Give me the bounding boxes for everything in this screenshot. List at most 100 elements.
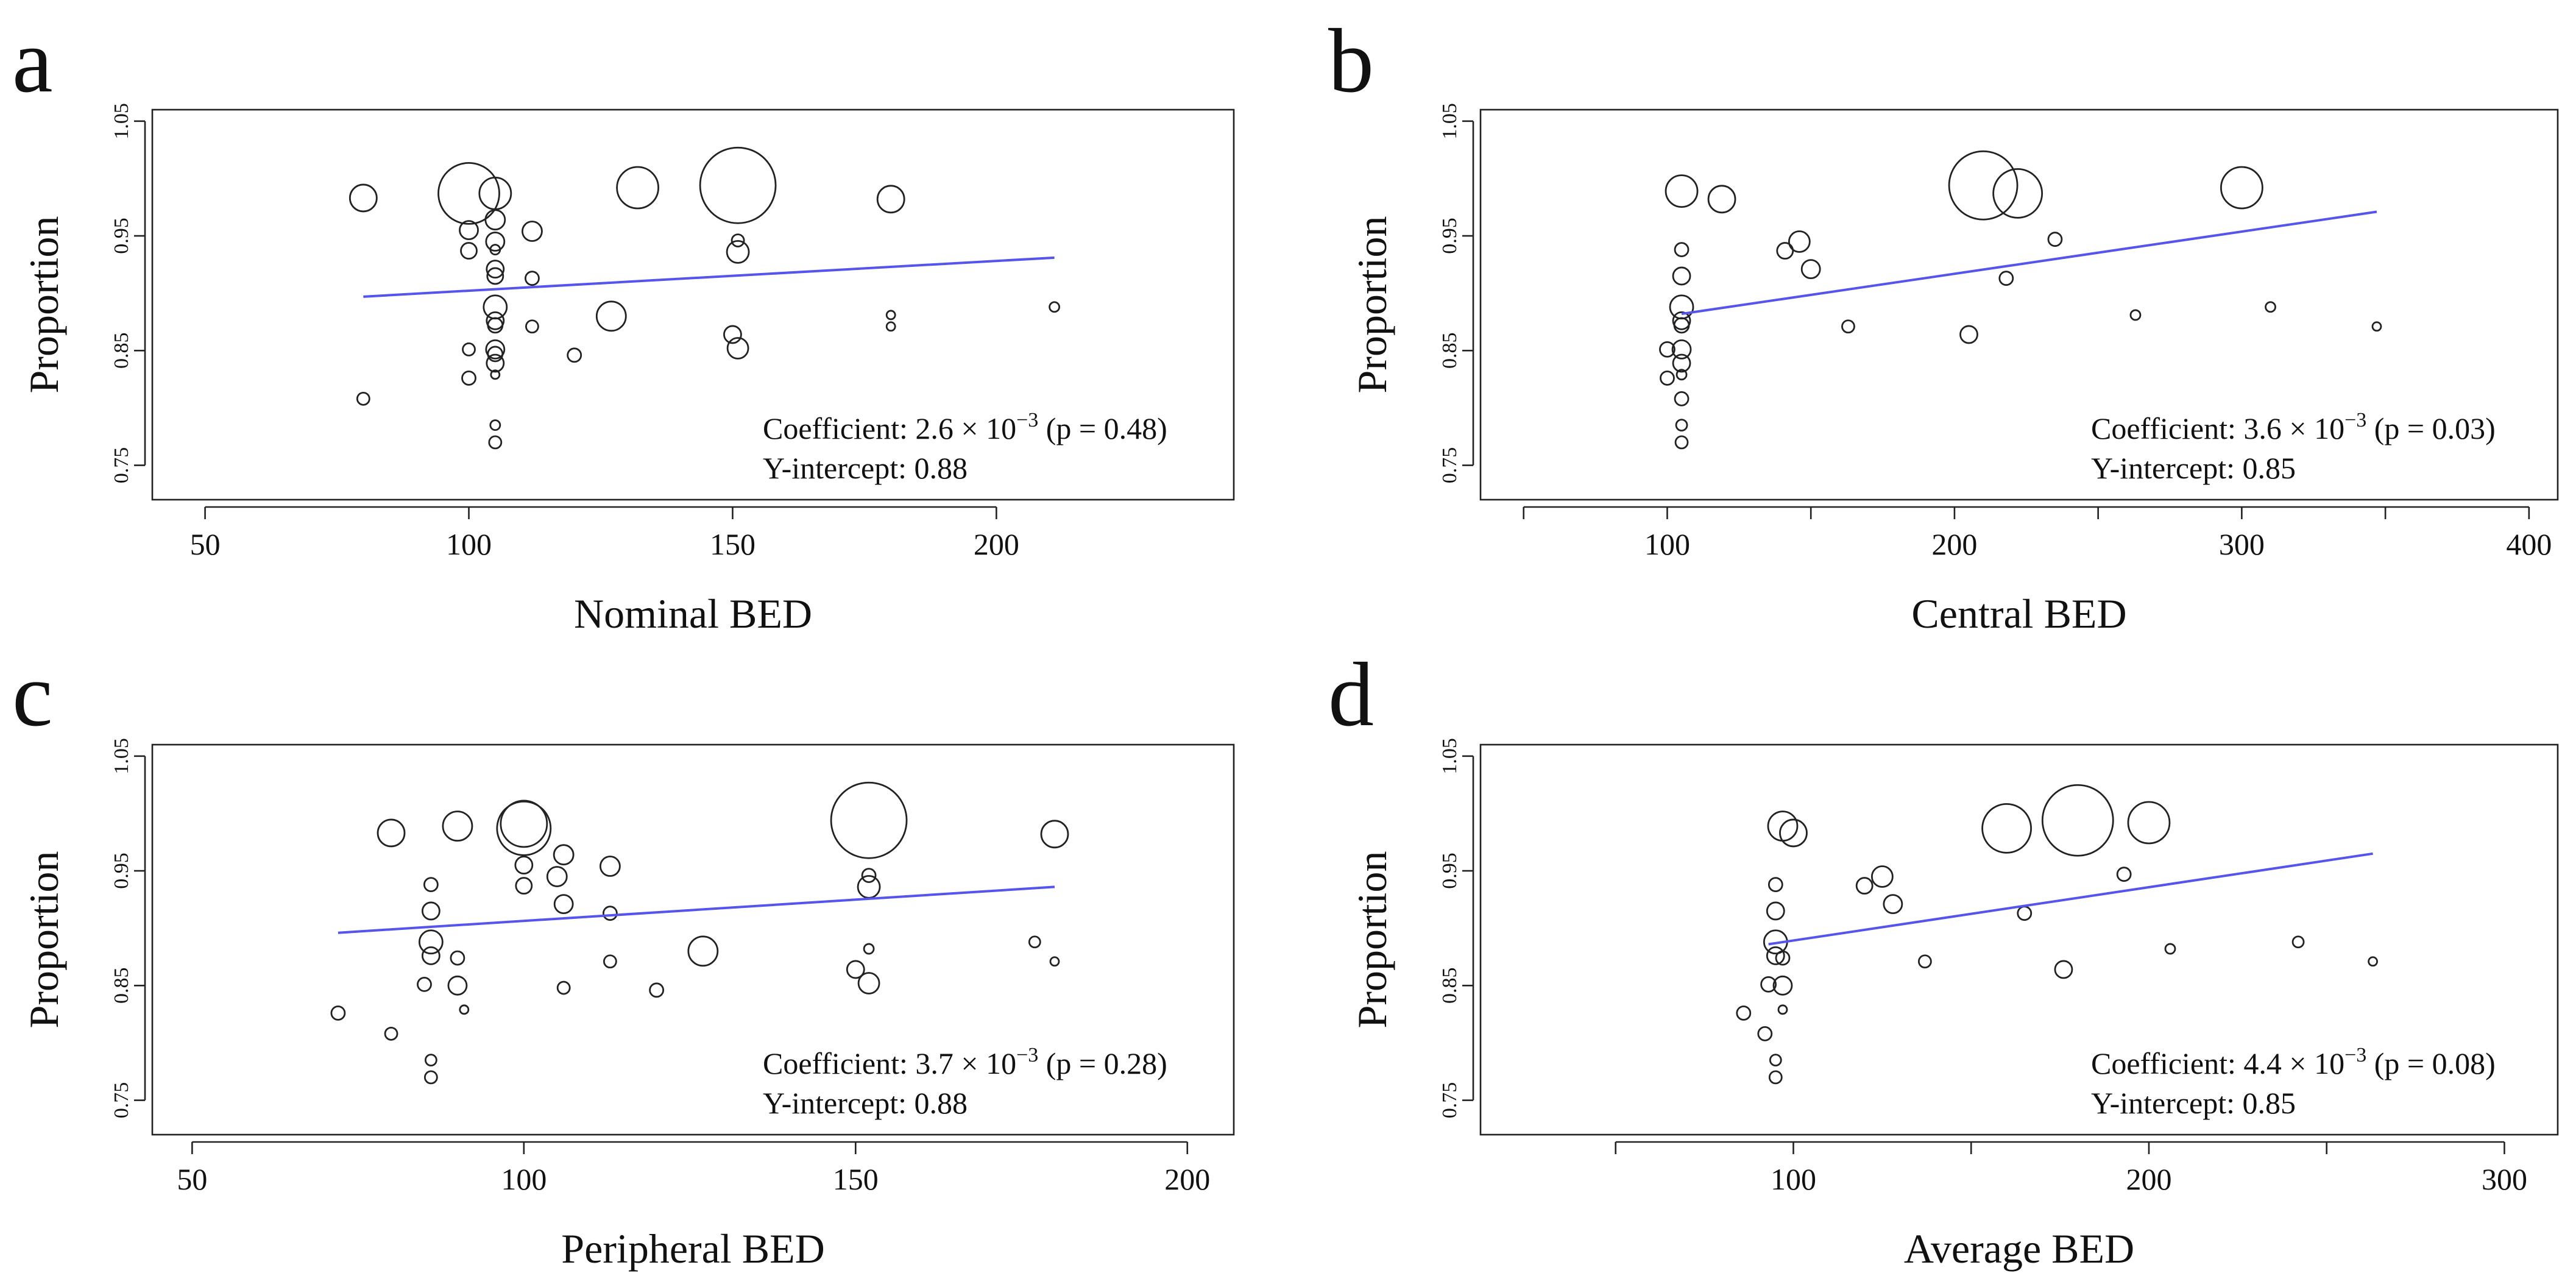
y-tick-label: 0.85 (1438, 333, 1461, 369)
x-axis-label: Nominal BED (574, 590, 812, 637)
data-point (418, 929, 444, 955)
panel-letter: b (1328, 10, 1374, 112)
panel-c: c 50 100 150 200 0.75 0.85 0.95 1.05 Peripheral B… (12, 644, 1235, 1272)
data-point (1772, 975, 1793, 996)
data-point (1665, 174, 1699, 208)
data-point (447, 975, 468, 996)
data-point (699, 146, 777, 224)
data-point (1760, 976, 1777, 993)
data-point (2054, 960, 2073, 979)
plot-frame (151, 743, 1235, 1136)
data-point (857, 875, 881, 899)
data-point (1028, 935, 1041, 949)
data-point (863, 943, 875, 955)
x-tick-label: 100 (446, 527, 492, 561)
data-point (1788, 230, 1811, 253)
data-point (846, 960, 865, 979)
data-point (1660, 370, 1675, 386)
data-point (450, 950, 465, 966)
data-point (437, 162, 500, 225)
coefficient-exponent: −3 (2344, 1044, 2366, 1066)
coefficient-pvalue: (p = 0.28) (1038, 1046, 1167, 1080)
data-point (483, 294, 508, 320)
intercept-annotation: Y-intercept: 0.88 (763, 451, 968, 485)
data-point (384, 1026, 398, 1041)
x-tick-label: 100 (1644, 527, 1690, 561)
coefficient-annotation: Coefficient: 4.4 × 10−3 (p = 0.08) (2091, 1044, 2496, 1080)
data-point (2017, 906, 2033, 921)
data-point (2129, 309, 2142, 321)
regression-line (1768, 852, 2373, 946)
data-point (2041, 784, 2114, 857)
y-tick-label: 0.75 (1438, 447, 1461, 484)
y-tick-label: 0.75 (110, 447, 133, 484)
y-tick-label: 0.95 (110, 853, 133, 889)
data-point (486, 260, 505, 279)
x-tick-label: 200 (2126, 1162, 2171, 1196)
y-tick-label: 0.95 (1438, 853, 1461, 889)
data-point (417, 977, 432, 992)
data-point (2127, 801, 2171, 845)
y-tick-label: 0.85 (1438, 968, 1461, 1004)
data-point (487, 346, 504, 363)
data-point (515, 877, 533, 895)
regression-line (363, 256, 1055, 298)
data-point (876, 185, 905, 214)
data-point (486, 353, 505, 373)
data-point (488, 435, 503, 450)
panel-letter: c (12, 644, 53, 745)
data-point (726, 337, 749, 360)
data-point (423, 1070, 438, 1085)
data-point (1766, 946, 1785, 965)
data-point (500, 800, 548, 848)
panel-b: b 100 200 300 400 0.75 0.85 0.95 1.05 Central BED… (1328, 10, 2559, 637)
data-point (485, 232, 506, 252)
panel-a: a 50 100 150 200 0.75 0.85 0.95 1.05 Nominal BED P… (12, 10, 1235, 637)
x-axis-label: Peripheral BED (561, 1225, 824, 1272)
y-axis-label: Proportion (1349, 216, 1395, 394)
data-point (1040, 820, 1069, 849)
coefficient-prefix: Coefficient: (2091, 1046, 2243, 1080)
regression-line (1681, 210, 2377, 316)
coefficient-mantissa: 3.6 × 10 (2243, 411, 2344, 445)
y-tick-label: 1.05 (1438, 103, 1461, 140)
coefficient-annotation: Coefficient: 2.6 × 10−3 (p = 0.48) (763, 409, 1167, 445)
data-point (1049, 301, 1061, 313)
x-tick-label: 150 (833, 1162, 879, 1196)
data-point (1769, 1054, 1782, 1067)
data-point (1669, 294, 1694, 320)
data-point (2047, 232, 2063, 247)
data-point (546, 866, 568, 887)
data-point (1672, 266, 1691, 286)
regression-line (338, 885, 1055, 934)
y-tick-label: 1.05 (110, 738, 133, 775)
data-point (567, 347, 582, 363)
plot-frame (1479, 743, 2559, 1136)
data-point (1674, 242, 1690, 258)
y-tick-label: 0.75 (110, 1082, 133, 1119)
coefficient-exponent: −3 (2344, 409, 2366, 431)
coefficient-mantissa: 2.6 × 10 (915, 411, 1016, 445)
coefficient-prefix: Coefficient: (763, 1046, 915, 1080)
data-point (2220, 166, 2263, 210)
x-tick-label: 100 (501, 1162, 547, 1196)
y-tick-label: 0.85 (110, 333, 133, 369)
data-point (857, 972, 880, 994)
plot-frame (1479, 108, 2559, 501)
data-point (485, 339, 506, 360)
data-point (602, 906, 618, 921)
plot-frame (151, 108, 1235, 501)
data-point (1659, 341, 1675, 358)
data-point (1672, 311, 1691, 330)
x-tick-label: 200 (1164, 1162, 1210, 1196)
data-point (490, 369, 501, 380)
intercept-annotation: Y-intercept: 0.85 (2091, 1086, 2296, 1120)
coefficient-mantissa: 4.4 × 10 (2243, 1046, 2344, 1080)
data-point (525, 319, 539, 334)
data-point (421, 901, 441, 921)
data-point (556, 980, 571, 995)
data-point (885, 310, 896, 321)
coefficient-exponent: −3 (1016, 1044, 1038, 1066)
y-axis-label: Proportion (1349, 851, 1395, 1029)
data-point (1757, 1026, 1773, 1041)
